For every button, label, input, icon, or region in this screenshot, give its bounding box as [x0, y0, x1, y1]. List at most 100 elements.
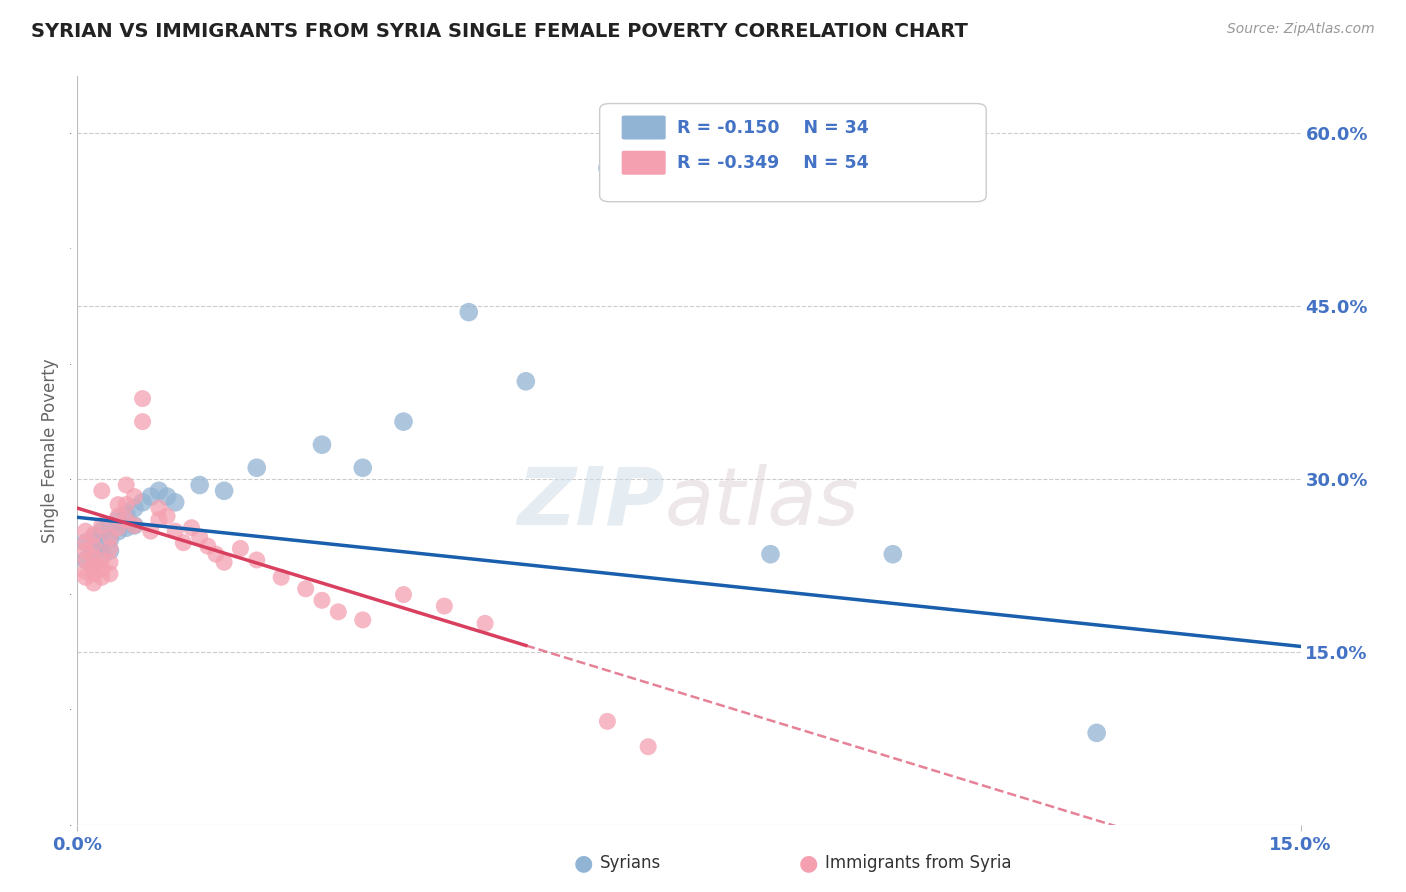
Text: Immigrants from Syria: Immigrants from Syria [825, 855, 1012, 872]
Point [124, 490, 146, 504]
Point [124, 518, 146, 533]
Point [139, 490, 162, 504]
Point [311, 593, 333, 607]
Point [98, 530, 121, 544]
Point [1085, 726, 1108, 740]
Point [83, 539, 105, 553]
Text: ●: ● [799, 854, 818, 873]
Point [759, 547, 782, 561]
Point [172, 535, 194, 549]
Point [246, 553, 269, 567]
Point [270, 570, 292, 584]
Point [131, 392, 153, 406]
Point [90, 562, 112, 576]
Point [83, 530, 105, 544]
Point [75, 535, 97, 549]
Point [90, 570, 112, 584]
FancyBboxPatch shape [621, 151, 665, 175]
Point [197, 539, 219, 553]
Point [90, 518, 112, 533]
Point [98, 533, 121, 547]
Point [83, 550, 105, 565]
Point [115, 498, 138, 512]
Point [83, 543, 105, 558]
Point [98, 518, 121, 533]
Point [131, 495, 153, 509]
Point [115, 507, 138, 521]
Point [107, 521, 129, 535]
Point [188, 530, 211, 544]
Point [474, 616, 496, 631]
Point [83, 566, 105, 581]
Point [83, 527, 105, 541]
Point [596, 714, 619, 729]
Point [98, 566, 121, 581]
Point [165, 524, 187, 538]
Point [433, 599, 456, 613]
Text: R = -0.150    N = 34: R = -0.150 N = 34 [676, 120, 869, 137]
Point [75, 553, 97, 567]
Point [156, 490, 179, 504]
Point [392, 588, 415, 602]
Point [156, 509, 179, 524]
Point [205, 547, 228, 561]
Point [115, 521, 138, 535]
Text: ●: ● [574, 854, 593, 873]
Point [75, 535, 97, 549]
Point [90, 553, 112, 567]
Point [148, 501, 170, 516]
Point [90, 483, 112, 498]
Point [165, 495, 187, 509]
Text: ZIP: ZIP [517, 464, 665, 542]
Point [83, 558, 105, 573]
Text: Syrians: Syrians [600, 855, 662, 872]
Point [131, 415, 153, 429]
Point [515, 374, 537, 388]
Point [83, 576, 105, 591]
Point [311, 438, 333, 452]
Point [212, 483, 235, 498]
Point [124, 518, 146, 533]
Point [90, 535, 112, 549]
Point [115, 478, 138, 492]
Point [328, 605, 350, 619]
Point [229, 541, 252, 556]
Point [124, 501, 146, 516]
Point [107, 524, 129, 538]
Point [83, 558, 105, 573]
Point [139, 524, 162, 538]
Point [75, 553, 97, 567]
Point [212, 555, 235, 569]
Text: atlas: atlas [665, 464, 859, 542]
Y-axis label: Single Female Poverty: Single Female Poverty [41, 359, 59, 542]
Point [188, 478, 211, 492]
Point [98, 541, 121, 556]
Point [98, 543, 121, 558]
Point [148, 483, 170, 498]
Point [294, 582, 316, 596]
Point [352, 460, 374, 475]
Point [75, 570, 97, 584]
Point [115, 513, 138, 527]
Point [596, 161, 619, 175]
Point [90, 524, 112, 538]
Point [180, 521, 202, 535]
Point [246, 460, 269, 475]
Point [107, 498, 129, 512]
Point [75, 524, 97, 538]
Point [457, 305, 479, 319]
Point [107, 513, 129, 527]
Text: R = -0.349    N = 54: R = -0.349 N = 54 [676, 154, 869, 172]
Point [352, 613, 374, 627]
Point [148, 513, 170, 527]
Point [75, 543, 97, 558]
Text: SYRIAN VS IMMIGRANTS FROM SYRIA SINGLE FEMALE POVERTY CORRELATION CHART: SYRIAN VS IMMIGRANTS FROM SYRIA SINGLE F… [31, 22, 967, 41]
Point [90, 547, 112, 561]
Point [107, 509, 129, 524]
Point [392, 415, 415, 429]
Point [75, 565, 97, 579]
FancyBboxPatch shape [621, 116, 665, 139]
Point [98, 555, 121, 569]
Text: Source: ZipAtlas.com: Source: ZipAtlas.com [1227, 22, 1375, 37]
Point [637, 739, 659, 754]
